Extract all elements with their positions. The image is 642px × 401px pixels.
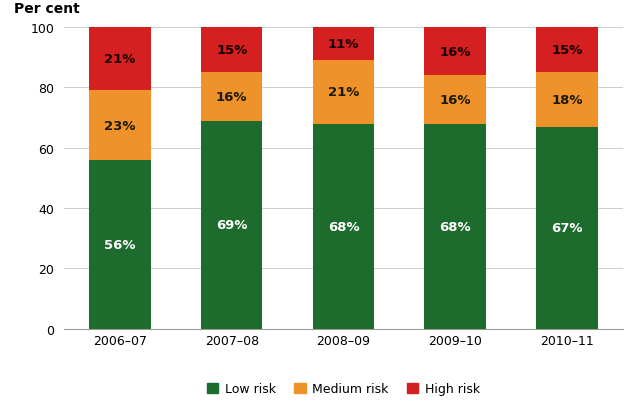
Text: 21%: 21%: [105, 53, 135, 66]
Bar: [536, 73, 598, 127]
Bar: [201, 28, 263, 73]
Text: 16%: 16%: [439, 94, 471, 107]
Bar: [424, 76, 486, 124]
Bar: [201, 121, 263, 329]
Bar: [424, 124, 486, 329]
Bar: [424, 28, 486, 76]
Text: 11%: 11%: [328, 38, 359, 51]
Text: 18%: 18%: [551, 94, 583, 107]
Text: 69%: 69%: [216, 219, 248, 231]
Text: 15%: 15%: [216, 44, 247, 57]
Bar: [89, 160, 151, 329]
Text: 68%: 68%: [327, 220, 360, 233]
Text: 21%: 21%: [328, 86, 359, 99]
Text: 56%: 56%: [104, 238, 136, 251]
Bar: [313, 28, 374, 61]
Bar: [536, 127, 598, 329]
Bar: [313, 124, 374, 329]
Bar: [536, 28, 598, 73]
Bar: [201, 73, 263, 121]
Bar: [313, 61, 374, 124]
Text: 16%: 16%: [216, 91, 248, 104]
Text: 67%: 67%: [551, 222, 583, 235]
Bar: [89, 91, 151, 160]
Text: 68%: 68%: [439, 220, 471, 233]
Text: 16%: 16%: [439, 46, 471, 59]
Bar: [89, 28, 151, 91]
Legend: Low risk, Medium risk, High risk: Low risk, Medium risk, High risk: [202, 377, 485, 400]
Text: 23%: 23%: [104, 119, 136, 132]
Text: Per cent: Per cent: [14, 2, 80, 16]
Text: 15%: 15%: [551, 44, 582, 57]
